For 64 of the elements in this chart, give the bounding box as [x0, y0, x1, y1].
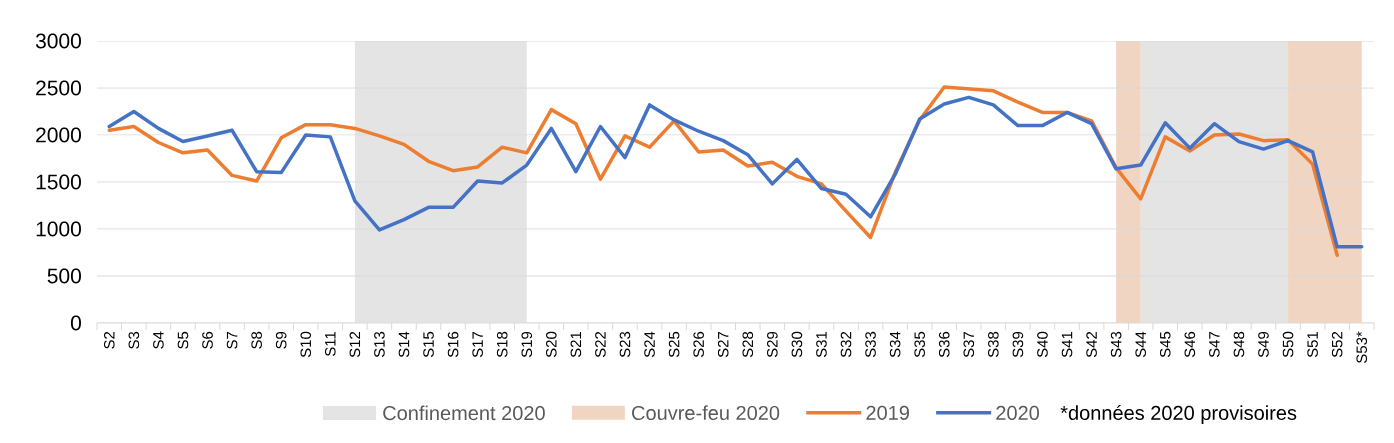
y-tick-label: 3000 [35, 33, 81, 49]
x-tick-label: S30 [791, 331, 803, 358]
x-tick-label: S21 [570, 331, 582, 358]
x-tick-label: S25 [668, 331, 680, 358]
x-tick-label: S4 [153, 331, 164, 349]
x-tick-label: S33 [865, 331, 876, 358]
x-tick-label: S27 [717, 331, 729, 358]
x-tick-label: S49 [1258, 331, 1269, 358]
x-tick-label: S32 [840, 331, 852, 358]
x-tick-label: S40 [1037, 331, 1048, 358]
x-tick-label: S28 [742, 331, 754, 358]
x-tick-label: S5 [177, 331, 189, 349]
x-tick-label: S35 [914, 331, 925, 358]
x-tick-label: S10 [300, 331, 312, 358]
legend-label: Confinement 2020 [383, 405, 545, 421]
x-tick-label: S44 [1135, 331, 1146, 358]
legend-label: 2019 [866, 405, 909, 420]
y-tick-label: 1000 [36, 221, 81, 237]
x-tick-label: S6 [202, 331, 213, 349]
y-tick-label: 500 [47, 268, 81, 284]
x-tick-label: S31 [816, 331, 827, 358]
x-tick-label: S45 [1159, 331, 1171, 358]
x-tick-label: S52 [1331, 331, 1343, 358]
x-tick-label: S7 [226, 331, 238, 349]
x-tick-label: S29 [767, 331, 778, 358]
x-tick-label: S17 [472, 331, 483, 358]
y-tick-label: 1500 [36, 174, 81, 190]
x-tick-label: S46 [1184, 331, 1196, 358]
x-tick-label: S11 [325, 331, 336, 357]
x-tick-label: S16 [447, 331, 459, 358]
x-tick-label: S53* [1356, 331, 1368, 364]
legend-label: Couvre-feu 2020 [632, 405, 780, 421]
x-tick-label: S34 [889, 331, 901, 358]
x-tick-label: S24 [644, 331, 655, 358]
x-tick-label: S2 [103, 331, 115, 349]
x-tick-label: S22 [595, 331, 606, 358]
x-tick-label: S15 [423, 331, 434, 358]
x-tick-label: S26 [693, 331, 704, 358]
x-tick-label: S19 [521, 331, 533, 358]
y-tick-label: 2500 [36, 80, 81, 96]
x-tick-label: S41 [1061, 331, 1073, 358]
x-tick-label: S14 [398, 331, 410, 358]
x-tick-label: S47 [1209, 331, 1220, 358]
x-tick-label: S48 [1233, 331, 1245, 358]
x-tick-label: S8 [251, 331, 262, 349]
x-tick-label: S51 [1307, 331, 1318, 358]
x-tick-label: S38 [988, 331, 999, 358]
x-tick-label: S37 [963, 331, 975, 358]
x-tick-label: S18 [496, 331, 508, 358]
x-tick-label: S39 [1012, 331, 1024, 358]
x-tick-label: S50 [1282, 331, 1294, 358]
x-tick-label: S20 [546, 331, 557, 358]
x-tick-label: S23 [619, 331, 631, 358]
x-tick-label: S13 [374, 331, 385, 358]
x-tick-label: S43 [1110, 331, 1122, 358]
x-tick-label: S42 [1086, 331, 1097, 358]
text: *données 2020 provisoires [1060, 405, 1297, 424]
x-tick-label: S9 [275, 331, 287, 349]
y-tick-label: 2000 [36, 127, 81, 143]
y-tick-label: 0 [70, 315, 81, 331]
x-tick-label: S12 [349, 331, 361, 358]
legend-label: 2020 [996, 405, 1040, 420]
x-tick-label: S36 [938, 331, 950, 358]
x-tick-label: S3 [128, 331, 140, 349]
